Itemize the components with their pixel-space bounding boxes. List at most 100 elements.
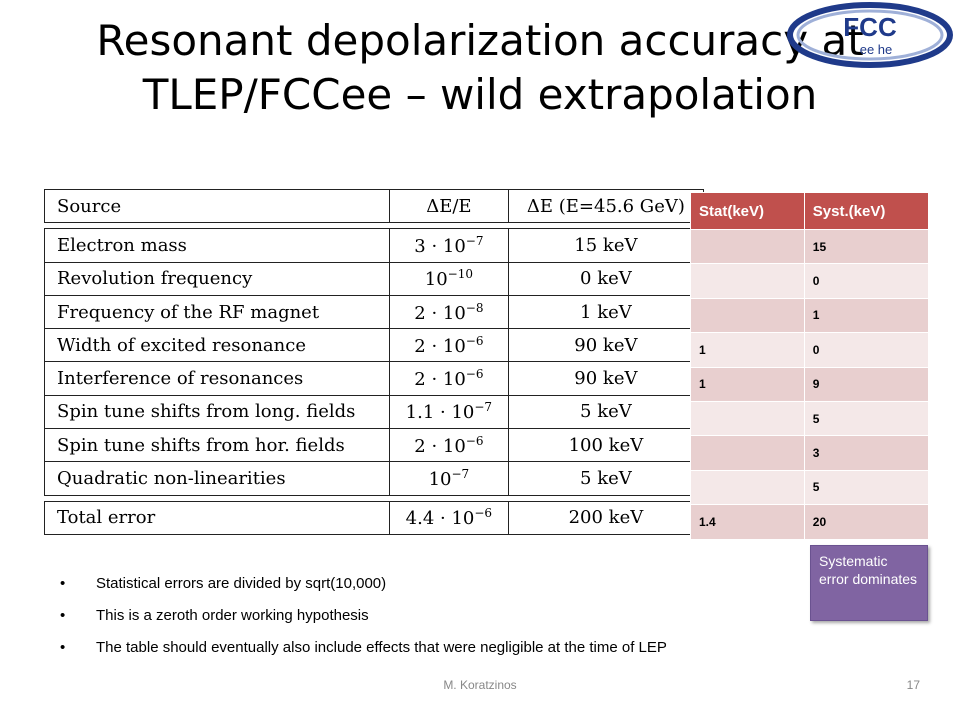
- stat-syst-row: 5: [690, 400, 930, 437]
- title-line-1: Resonant depolarization accuracy at: [96, 16, 864, 65]
- syst-cell: 3: [803, 435, 930, 471]
- relative-error-exponent: −7: [465, 233, 484, 248]
- relative-error-exponent: −8: [465, 300, 484, 315]
- table-row: Frequency of the RF magnet 2 · 10−8 1 keV: [44, 294, 705, 330]
- total-error-row: Total error 4.4 · 10−6 200 keV: [44, 500, 705, 535]
- bullet-item: This is a zeroth order working hypothesi…: [60, 600, 860, 632]
- syst-cell: 0: [803, 263, 930, 299]
- absolute-error: 90 keV: [507, 328, 705, 363]
- absolute-error: 15 keV: [507, 228, 705, 263]
- source-name: Spin tune shifts from hor. fields: [44, 428, 390, 463]
- stat-syst-row: 15: [690, 228, 930, 265]
- table-header-row: Source ΔE/E ΔE (E=45.6 GeV): [44, 188, 705, 224]
- relative-error-base: 2 · 10: [414, 302, 466, 324]
- relative-error: 2 · 10−6: [388, 361, 509, 396]
- stat-syst-row: 1.4 20: [690, 504, 930, 540]
- absolute-error: 5 keV: [507, 394, 705, 430]
- absolute-error: 100 keV: [507, 428, 705, 463]
- relative-error-exponent: −6: [465, 333, 484, 348]
- relative-error: 10−7: [388, 461, 509, 496]
- relative-error: 2 · 10−6: [388, 428, 509, 463]
- relative-error: 2 · 10−8: [388, 294, 509, 330]
- source-name: Width of excited resonance: [44, 328, 390, 363]
- table-row: Quadratic non-linearities 10−7 5 keV: [44, 461, 705, 496]
- table-row: Revolution frequency 10−10 0 keV: [44, 261, 705, 296]
- syst-cell: 1: [803, 297, 930, 334]
- header-source: Source: [44, 188, 390, 224]
- stat-cell: [690, 400, 805, 437]
- relative-error: 2 · 10−6: [388, 328, 509, 363]
- relative-error-exponent: −7: [474, 400, 493, 415]
- relative-error-base: 2 · 10: [414, 335, 466, 357]
- page-number: 17: [906, 678, 920, 692]
- relative-error-base: 2 · 10: [414, 369, 466, 391]
- syst-cell: 5: [803, 469, 930, 506]
- syst-cell: 9: [803, 366, 930, 402]
- source-name: Total error: [44, 500, 390, 535]
- relative-error-exponent: −6: [474, 506, 493, 521]
- error-source-table: Source ΔE/E ΔE (E=45.6 GeV) Electron mas…: [44, 188, 705, 535]
- syst-cell: 5: [803, 400, 930, 437]
- source-name: Revolution frequency: [44, 261, 390, 296]
- relative-error: 3 · 10−7: [388, 228, 509, 263]
- syst-cell: 20: [803, 504, 930, 540]
- source-name: Frequency of the RF magnet: [44, 294, 390, 330]
- header-syst: Syst.(keV): [803, 192, 930, 230]
- stat-syst-row: 1: [690, 297, 930, 334]
- stat-syst-row: 5: [690, 469, 930, 506]
- stat-cell: [690, 435, 805, 471]
- source-name: Quadratic non-linearities: [44, 461, 390, 496]
- stat-cell: [690, 263, 805, 299]
- stat-cell: 1.4: [690, 504, 805, 540]
- logo-text: FCC: [843, 12, 897, 42]
- stat-syst-table: Stat(keV) Syst.(keV) 15 0 1 1 0 1 9 5 3 5 1.4 20: [690, 192, 930, 540]
- header-stat: Stat(keV): [690, 192, 805, 230]
- stat-syst-row: 3: [690, 435, 930, 471]
- syst-cell: 0: [803, 332, 930, 368]
- relative-error: 10−10: [388, 261, 509, 296]
- relative-error-base: 1.1 · 10: [405, 402, 475, 424]
- bullet-item: The table should eventually also include…: [60, 632, 860, 664]
- table-row: Spin tune shifts from long. fields 1.1 · …: [44, 394, 705, 430]
- source-name: Spin tune shifts from long. fields: [44, 394, 390, 430]
- relative-error-exponent: −7: [451, 467, 470, 482]
- title-line-2: TLEP/FCCee – wild extrapolation: [142, 70, 818, 119]
- table-row: Electron mass 3 · 10−7 15 keV: [44, 228, 705, 263]
- header-relative: ΔE/E: [388, 188, 509, 224]
- stat-cell: [690, 469, 805, 506]
- relative-error: 4.4 · 10−6: [388, 500, 509, 535]
- absolute-error: 5 keV: [507, 461, 705, 496]
- relative-error-base: 2 · 10: [414, 435, 466, 457]
- absolute-error: 0 keV: [507, 261, 705, 296]
- absolute-error: 90 keV: [507, 361, 705, 396]
- logo-subtext: ee he: [860, 42, 893, 57]
- header-absolute: ΔE (E=45.6 GeV): [507, 188, 705, 224]
- absolute-error: 200 keV: [507, 500, 705, 535]
- relative-error-exponent: −6: [465, 367, 484, 382]
- table-row: Spin tune shifts from hor. fields 2 · 10−…: [44, 428, 705, 463]
- relative-error-base: 10: [428, 469, 452, 491]
- stat-cell: 1: [690, 332, 805, 368]
- relative-error: 1.1 · 10−7: [388, 394, 509, 430]
- stat-cell: [690, 228, 805, 265]
- relative-error-base: 10: [424, 269, 448, 291]
- bullet-list: Statistical errors are divided by sqrt(1…: [60, 568, 860, 664]
- stat-cell: [690, 297, 805, 334]
- table-row: Width of excited resonance 2 · 10−6 90 keV: [44, 328, 705, 363]
- stat-syst-row: 0: [690, 263, 930, 299]
- relative-error-base: 4.4 · 10: [405, 508, 475, 530]
- stat-cell: 1: [690, 366, 805, 402]
- source-name: Electron mass: [44, 228, 390, 263]
- source-name: Interference of resonances: [44, 361, 390, 396]
- bullet-item: Statistical errors are divided by sqrt(1…: [60, 568, 860, 600]
- footer-author: M. Koratzinos: [443, 678, 517, 692]
- slide-title: Resonant depolarization accuracy at TLEP…: [40, 14, 920, 122]
- stat-syst-header-row: Stat(keV) Syst.(keV): [690, 192, 930, 230]
- relative-error-base: 3 · 10: [414, 235, 466, 257]
- relative-error-exponent: −6: [465, 433, 484, 448]
- fcc-logo: FCC ee he: [787, 2, 953, 68]
- relative-error-exponent: −10: [447, 267, 473, 282]
- syst-cell: 15: [803, 228, 930, 265]
